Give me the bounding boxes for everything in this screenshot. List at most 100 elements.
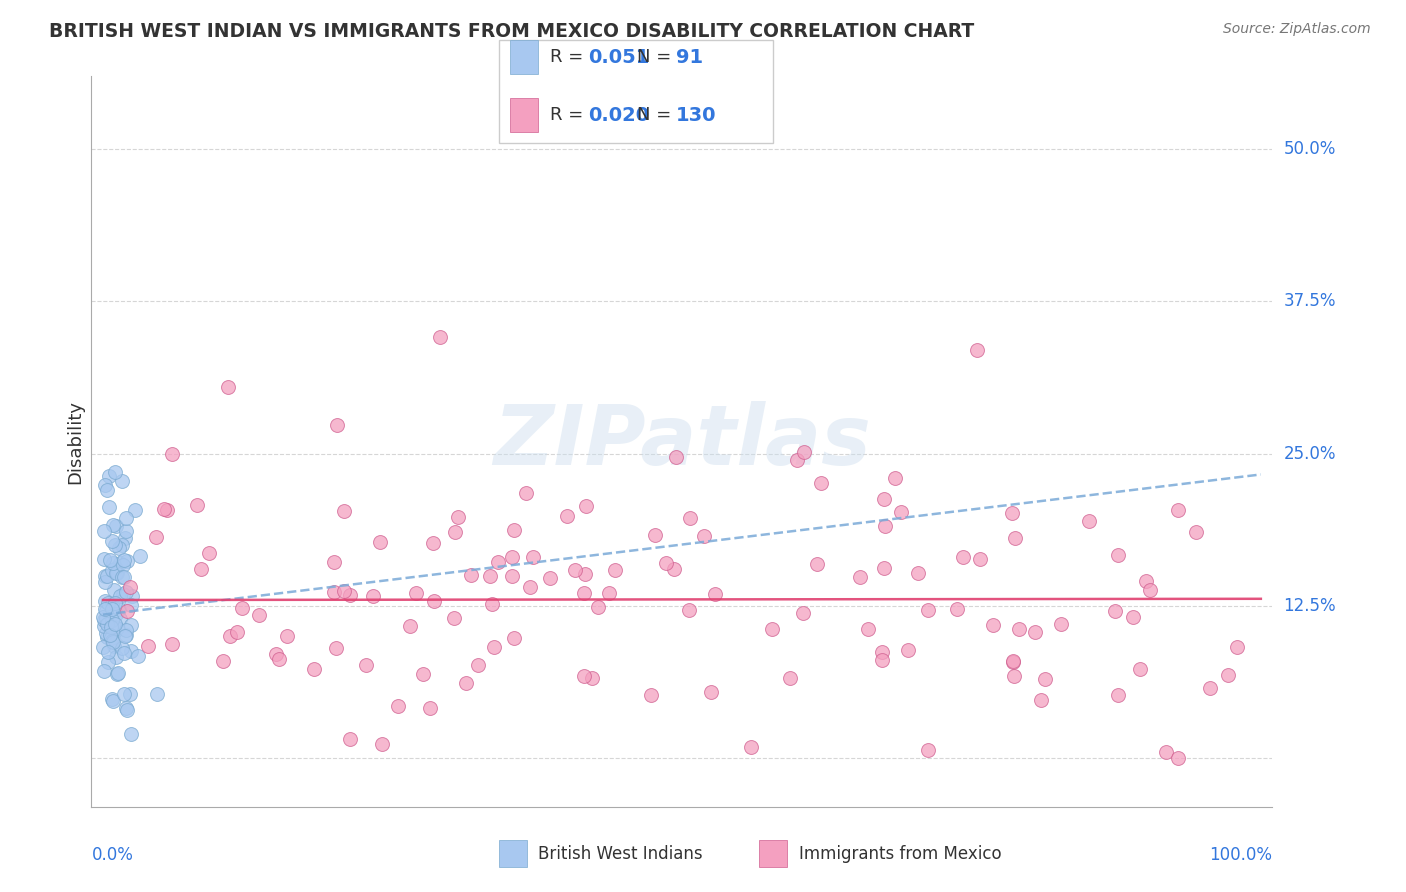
Point <box>678 603 700 617</box>
Point <box>368 535 391 549</box>
Point <box>91 610 114 624</box>
Text: British West Indians: British West Indians <box>538 845 703 863</box>
Point <box>1033 672 1056 686</box>
Point <box>115 623 138 637</box>
Point <box>1104 603 1126 617</box>
Point <box>848 570 870 584</box>
Point <box>1129 662 1152 676</box>
Point <box>231 600 253 615</box>
Point <box>97 655 120 669</box>
Point <box>104 617 127 632</box>
Point <box>115 604 138 618</box>
Point <box>103 518 125 533</box>
Point <box>423 593 446 607</box>
Point <box>326 417 349 432</box>
Point <box>153 502 176 516</box>
Point <box>94 604 117 618</box>
Point <box>501 550 523 565</box>
Point <box>1031 693 1053 707</box>
Point <box>1167 751 1189 765</box>
Point <box>1122 610 1144 624</box>
Point <box>160 637 183 651</box>
Point <box>226 624 249 639</box>
Point <box>1107 548 1129 562</box>
Point <box>96 611 118 625</box>
Point <box>104 538 127 552</box>
Point <box>114 629 136 643</box>
Text: ZIPatlas: ZIPatlas <box>494 401 870 482</box>
Point <box>111 475 134 489</box>
Point <box>605 563 627 577</box>
Text: N =: N = <box>637 48 676 66</box>
Point <box>981 618 1004 632</box>
Point <box>761 622 783 636</box>
Point <box>873 491 896 506</box>
Point <box>105 566 128 581</box>
Point <box>503 631 526 645</box>
Point <box>94 478 117 492</box>
Point <box>322 585 344 599</box>
Point <box>94 602 117 616</box>
Point <box>501 569 523 583</box>
Point <box>478 569 501 583</box>
Point <box>108 611 131 625</box>
Point <box>325 641 347 656</box>
Point <box>339 588 361 602</box>
Point <box>655 556 678 570</box>
Point <box>1077 514 1099 528</box>
Point <box>121 589 143 603</box>
Point <box>115 701 138 715</box>
Point <box>110 570 132 584</box>
Text: R =: R = <box>550 106 589 124</box>
Point <box>264 648 287 662</box>
Text: BRITISH WEST INDIAN VS IMMIGRANTS FROM MEXICO DISABILITY CORRELATION CHART: BRITISH WEST INDIAN VS IMMIGRANTS FROM M… <box>49 22 974 41</box>
Point <box>111 640 134 655</box>
Point <box>91 640 114 654</box>
Point <box>873 519 896 533</box>
Point <box>405 586 427 600</box>
Point <box>186 498 208 512</box>
Point <box>1185 524 1208 539</box>
Point <box>101 534 124 549</box>
Point <box>100 620 122 634</box>
Point <box>93 619 115 633</box>
Point <box>112 646 135 660</box>
Point <box>108 557 131 571</box>
Point <box>917 603 939 617</box>
Point <box>93 551 115 566</box>
Point <box>190 562 212 576</box>
Point <box>522 550 544 565</box>
Point <box>101 692 124 706</box>
Point <box>917 743 939 757</box>
Point <box>664 562 686 576</box>
Point <box>111 558 134 573</box>
Point <box>419 701 441 715</box>
Point <box>115 703 138 717</box>
Point <box>96 630 118 644</box>
Point <box>249 608 271 623</box>
Point <box>101 563 124 577</box>
Point <box>217 380 239 394</box>
Point <box>108 602 131 616</box>
Point <box>145 530 167 544</box>
Point <box>104 597 127 611</box>
Point <box>105 607 128 621</box>
Point <box>354 658 377 673</box>
Point <box>105 561 128 575</box>
Point <box>93 664 115 678</box>
Point <box>398 619 420 633</box>
Point <box>779 671 801 685</box>
Point <box>704 587 727 601</box>
Point <box>100 628 122 642</box>
Point <box>740 740 762 755</box>
Text: N =: N = <box>637 106 676 124</box>
Point <box>101 633 124 648</box>
Point <box>103 620 125 634</box>
Point <box>124 503 146 517</box>
Point <box>693 529 716 543</box>
Point <box>115 584 138 599</box>
Text: Source: ZipAtlas.com: Source: ZipAtlas.com <box>1223 22 1371 37</box>
Point <box>114 532 136 546</box>
Point <box>107 621 129 635</box>
Point <box>792 606 814 620</box>
